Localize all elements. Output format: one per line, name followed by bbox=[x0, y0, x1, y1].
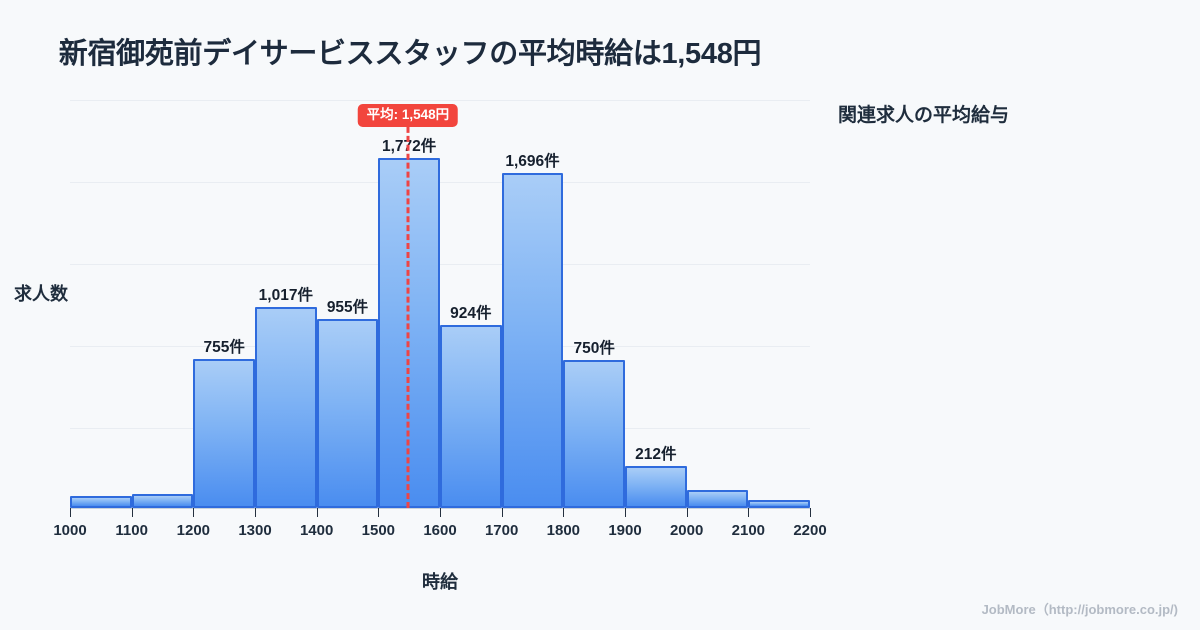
gridline bbox=[70, 100, 810, 101]
x-axis-tick bbox=[131, 508, 133, 517]
bar-value-label: 955件 bbox=[326, 299, 369, 317]
x-axis-title: 時給 bbox=[422, 572, 458, 592]
related-salary-panel: 関連求人の平均給与 bbox=[838, 100, 1178, 145]
histogram-bar bbox=[501, 172, 564, 508]
bar-series bbox=[70, 100, 810, 508]
x-axis-tick bbox=[810, 508, 811, 517]
x-axis-tick-label: 1300 bbox=[238, 522, 272, 539]
x-axis-tick-label: 1600 bbox=[423, 522, 457, 539]
histogram-bar bbox=[563, 359, 625, 508]
x-axis-tick bbox=[686, 508, 688, 517]
histogram-bar bbox=[625, 466, 687, 508]
x-axis-tick bbox=[501, 508, 503, 517]
average-line bbox=[406, 118, 410, 508]
histogram-bar bbox=[193, 358, 255, 508]
x-axis-tick-label: 1400 bbox=[299, 522, 334, 539]
histogram-bar bbox=[686, 490, 749, 508]
histogram-chart: 求人数 755件 1,017件 955件 1,772件 924件 1,696件 750件 21… bbox=[14, 100, 827, 592]
bar-value-label: 924件 bbox=[450, 305, 492, 323]
footer-watermark: JobMore（http://jobmore.co.jp/) bbox=[981, 602, 1178, 617]
x-axis-tick bbox=[193, 508, 195, 517]
y-axis-title: 求人数 bbox=[14, 284, 68, 304]
histogram-bar bbox=[316, 319, 379, 508]
histogram-bar bbox=[255, 307, 317, 508]
histogram-bar bbox=[748, 500, 810, 508]
histogram-bar bbox=[131, 494, 194, 508]
x-axis-tick bbox=[70, 508, 71, 517]
x-axis-tick bbox=[378, 508, 380, 517]
bar-value-label: 750件 bbox=[573, 339, 615, 357]
gridline bbox=[70, 182, 810, 183]
average-badge: 平均: 1,548円 bbox=[357, 104, 459, 127]
bar-value-label: 755件 bbox=[203, 338, 245, 356]
x-axis-tick-label: 1000 bbox=[53, 522, 87, 539]
x-axis-tick bbox=[563, 508, 565, 517]
x-axis-tick-label: 2100 bbox=[731, 522, 766, 539]
page-title: 新宿御苑前デイサービススタッフの平均時給は1,548円 bbox=[58, 38, 762, 70]
x-axis-tick-label: 2200 bbox=[793, 522, 827, 539]
x-axis-tick-label: 1900 bbox=[608, 522, 642, 539]
sidebar-heading: 関連求人の平均給与 bbox=[838, 105, 1010, 126]
plot-area bbox=[70, 100, 810, 508]
x-axis-tick-label: 1700 bbox=[484, 522, 519, 539]
gridline bbox=[70, 264, 810, 265]
histogram-bar bbox=[70, 496, 132, 508]
bar-value-label: 212件 bbox=[635, 446, 677, 464]
x-axis-tick-label: 1800 bbox=[546, 522, 581, 539]
bar-value-label: 1,696件 bbox=[505, 152, 560, 170]
x-axis-tick-label: 1100 bbox=[115, 522, 148, 539]
bar-value-label: 1,017件 bbox=[258, 287, 313, 305]
histogram-bar bbox=[440, 325, 502, 508]
x-axis-tick bbox=[748, 508, 750, 517]
x-axis-tick bbox=[625, 508, 626, 517]
x-axis-tick bbox=[440, 508, 441, 517]
x-axis-tick-label: 1500 bbox=[361, 522, 396, 539]
x-axis-tick-label: 2000 bbox=[669, 522, 704, 539]
x-axis-tick bbox=[316, 508, 318, 517]
x-axis-tick-label: 1200 bbox=[176, 522, 211, 539]
x-axis-tick bbox=[255, 508, 256, 517]
